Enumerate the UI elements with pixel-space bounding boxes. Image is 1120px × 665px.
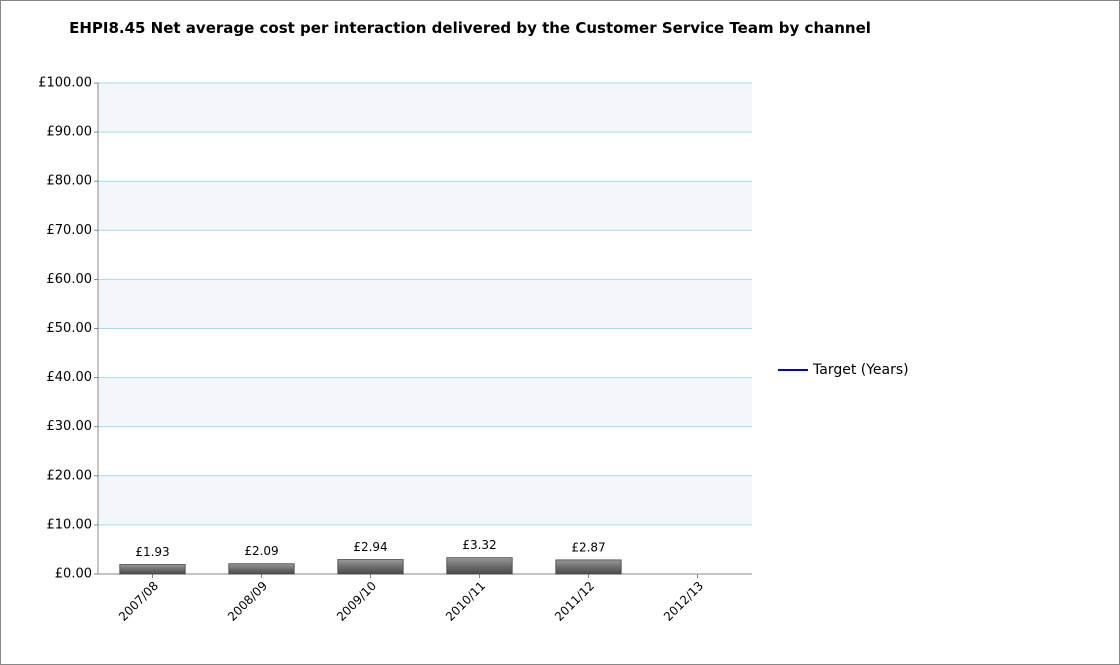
band <box>98 132 752 182</box>
value-label: £2.09 <box>244 544 278 558</box>
band <box>98 230 752 280</box>
y-tick-label: £60.00 <box>47 272 93 287</box>
y-tick-label: £80.00 <box>47 174 93 189</box>
y-tick-label: £20.00 <box>47 468 93 483</box>
y-tick-label: £100.00 <box>38 76 92 91</box>
legend-label: Target (Years) <box>812 362 909 378</box>
y-tick-label: £50.00 <box>47 321 93 336</box>
bar <box>228 563 295 575</box>
band <box>98 524 752 574</box>
bar <box>337 559 404 575</box>
y-tick-label: £0.00 <box>55 567 92 582</box>
y-tick-label: £10.00 <box>47 517 93 532</box>
value-label: £1.93 <box>135 545 169 559</box>
bar <box>119 564 186 575</box>
band <box>98 426 752 476</box>
y-tick-label: £90.00 <box>47 125 93 140</box>
band <box>98 328 752 378</box>
value-label: £3.32 <box>462 538 496 552</box>
title-box: EHPI8.45 Net average cost per interactio… <box>69 19 871 37</box>
value-label: £2.94 <box>353 540 387 554</box>
y-tick-label: £70.00 <box>47 223 93 238</box>
y-tick-label: £40.00 <box>47 370 93 385</box>
value-label: £2.87 <box>571 540 605 554</box>
bar <box>446 557 513 575</box>
y-tick-label: £30.00 <box>47 419 93 434</box>
bar <box>555 559 622 575</box>
chart-title: EHPI8.45 Net average cost per interactio… <box>69 19 871 37</box>
